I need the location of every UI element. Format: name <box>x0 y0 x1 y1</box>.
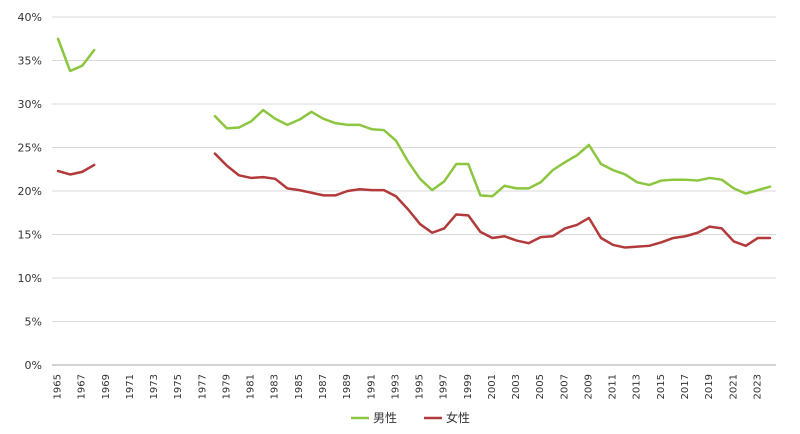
x-tick-label: 2015 <box>656 374 667 399</box>
x-axis-tick-labels: 1965 1967 1969 1971 1973 1975 1977 1979 1981 1983… <box>53 374 764 399</box>
y-axis-tick-labels: 0% 5% 10% 15% 20% 25% 30% 35% 40% <box>18 11 42 372</box>
x-tick-label: 2013 <box>632 374 643 399</box>
x-tick-label: 1989 <box>342 374 353 399</box>
x-tick-label: 2003 <box>511 374 522 399</box>
x-tick-label: 1965 <box>53 374 64 399</box>
x-tick-label: 1993 <box>390 374 401 399</box>
series-line-female <box>213 152 772 249</box>
y-tick-label: 30% <box>18 98 42 111</box>
y-tick-label: 25% <box>18 142 42 155</box>
x-tick-label: 1975 <box>173 374 184 399</box>
y-tick-label: 0% <box>25 359 42 372</box>
x-tick-label: 2021 <box>728 374 739 399</box>
legend-label-female: 女性 <box>446 410 470 425</box>
x-tick-label: 2011 <box>608 374 619 399</box>
x-tick-label: 2005 <box>535 374 546 399</box>
x-tick-label: 2019 <box>704 374 715 399</box>
x-tick-label: 1995 <box>415 374 426 399</box>
y-tick-label: 15% <box>18 229 42 242</box>
x-tick-label: 2001 <box>487 374 498 399</box>
y-tick-label: 5% <box>25 316 42 329</box>
x-tick-label: 1967 <box>77 374 88 399</box>
x-tick-label: 1997 <box>439 374 450 399</box>
x-tick-label: 1991 <box>366 374 377 399</box>
y-tick-label: 40% <box>18 11 42 24</box>
x-tick-label: 1971 <box>125 374 136 399</box>
x-tick-label: 1983 <box>270 374 281 399</box>
x-tick-label: 2009 <box>583 374 594 399</box>
x-tick-label: 1969 <box>101 374 112 399</box>
gridlines <box>52 16 776 366</box>
x-tick-label: 1987 <box>318 374 329 399</box>
y-tick-label: 10% <box>18 272 42 285</box>
legend: 男性 女性 <box>351 410 470 425</box>
x-tick-label: 1981 <box>246 374 257 399</box>
series-line-male <box>213 108 772 198</box>
x-tick-label: 1973 <box>149 374 160 399</box>
x-tick-label: 2007 <box>559 374 570 399</box>
x-tick-label: 1985 <box>294 374 305 399</box>
series-line-male <box>56 37 96 73</box>
x-tick-label: 1977 <box>197 374 208 399</box>
x-tick-label: 2023 <box>752 374 763 399</box>
x-tick-label: 1979 <box>221 374 232 399</box>
y-tick-label: 35% <box>18 55 42 68</box>
series-lines <box>56 37 772 249</box>
x-tick-label: 1999 <box>463 374 474 399</box>
legend-label-male: 男性 <box>373 411 397 425</box>
x-tick-label: 2017 <box>680 374 691 399</box>
series-line-female <box>56 163 96 176</box>
y-tick-label: 20% <box>18 185 42 198</box>
